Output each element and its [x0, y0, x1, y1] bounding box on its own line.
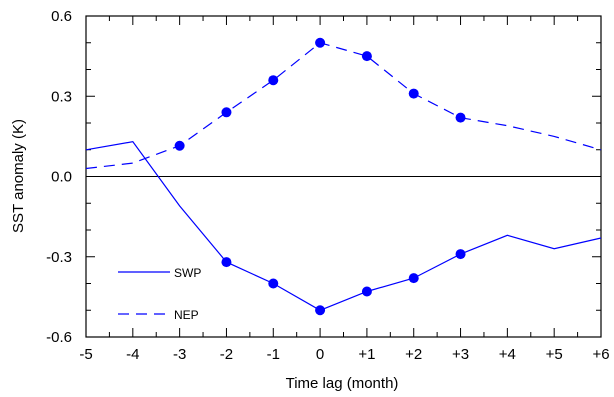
y-tick-label: 0.6: [51, 8, 72, 25]
x-tick-label: -1: [267, 346, 280, 363]
y-tick-label: 0.0: [51, 169, 72, 186]
series-line-nep: [85, 42, 602, 170]
x-tick-label: +1: [358, 346, 375, 363]
data-point-nep: [315, 37, 326, 48]
data-point-swp: [408, 273, 419, 284]
x-axis-title: Time lag (month): [286, 375, 399, 392]
data-point-swp: [268, 278, 279, 289]
data-point-swp: [221, 257, 232, 268]
plot-area: [85, 15, 602, 338]
legend: SWP NEP: [118, 266, 201, 322]
y-tick-label: -0.3: [46, 249, 72, 266]
x-tick-label: +6: [592, 346, 609, 363]
data-point-nep: [455, 112, 466, 123]
x-tick-label: +4: [499, 346, 516, 363]
data-point-swp: [455, 249, 466, 260]
data-point-nep: [361, 51, 372, 62]
x-tick-label: +2: [405, 346, 422, 363]
x-tick-label: -5: [79, 346, 92, 363]
legend-label-swp: SWP: [174, 266, 201, 280]
series-layer: [85, 37, 602, 316]
y-axis-title: SST anomaly (K): [10, 119, 27, 233]
x-tick-label: -2: [220, 346, 233, 363]
series-line-swp: [85, 141, 602, 311]
data-point-swp: [315, 305, 326, 316]
data-point-nep: [408, 88, 419, 99]
x-tick-label: -3: [173, 346, 186, 363]
axis-ticks: -5 -4 -3 -2 -1 0 +1 +2 +3 +4 +5 +6 -0.6 -0.3 0.0 0.3 0.6: [46, 8, 609, 363]
data-point-nep: [221, 107, 232, 118]
y-tick-label: -0.6: [46, 329, 72, 346]
x-tick-label: 0: [316, 346, 324, 363]
y-tick-label: 0.3: [51, 88, 72, 105]
x-tick-label: -4: [126, 346, 139, 363]
legend-label-nep: NEP: [174, 308, 199, 322]
x-tick-label: +3: [452, 346, 469, 363]
data-point-nep: [174, 140, 185, 151]
data-point-swp: [361, 286, 372, 297]
x-tick-label: +5: [546, 346, 563, 363]
data-point-nep: [268, 75, 279, 86]
